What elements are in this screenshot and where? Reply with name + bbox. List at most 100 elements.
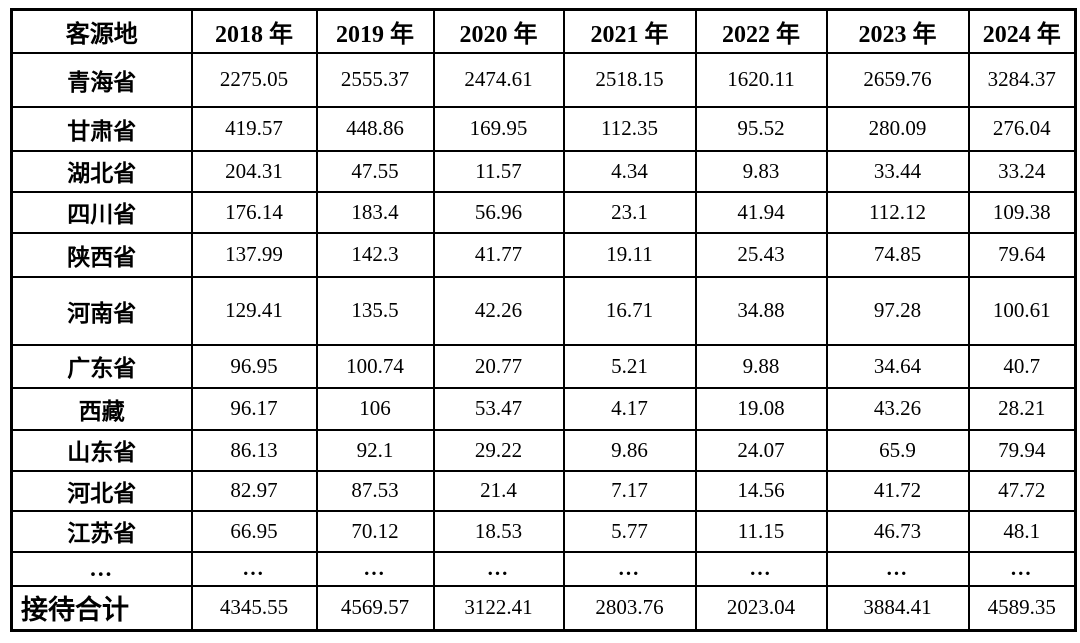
- value-cell: 23.1: [562, 190, 697, 234]
- value-cell: 48.1: [967, 509, 1077, 553]
- value-cell: 112.35: [562, 105, 697, 152]
- value-cell: 41.72: [825, 469, 970, 512]
- value-cell: 142.3: [315, 231, 435, 278]
- value-cell: 2803.76: [562, 584, 697, 632]
- value-cell: 25.43: [694, 231, 828, 278]
- value-cell: 21.4: [432, 469, 565, 512]
- value-cell: 79.94: [967, 428, 1077, 472]
- row-label-cell: 甘肃省: [10, 105, 193, 152]
- value-cell: 97.28: [825, 275, 970, 346]
- value-cell: 56.96: [432, 190, 565, 234]
- value-cell: 34.64: [825, 343, 970, 389]
- value-cell: 112.12: [825, 190, 970, 234]
- value-cell: 96.17: [190, 386, 318, 431]
- row-label-cell: 河南省: [10, 275, 193, 346]
- value-cell: 4.17: [562, 386, 697, 431]
- table-row: 陕西省 137.99 142.3 41.77 19.11 25.43 74.85 79.64: [10, 231, 1077, 278]
- table-body: 青海省 2275.05 2555.37 2474.61 2518.15 1620.11 26…: [10, 51, 1077, 632]
- value-cell: 11.15: [694, 509, 828, 553]
- table-row: 青海省 2275.05 2555.37 2474.61 2518.15 1620.11 26…: [10, 51, 1077, 108]
- value-cell: 176.14: [190, 190, 318, 234]
- table-row: 甘肃省 419.57 448.86 169.95 112.35 95.52 280.09 27…: [10, 105, 1077, 152]
- row-label-cell: 陕西省: [10, 231, 193, 278]
- value-cell: 276.04: [967, 105, 1077, 152]
- ellipsis-row: ........................: [10, 550, 1077, 587]
- value-cell: 53.47: [432, 386, 565, 431]
- value-cell: 16.71: [562, 275, 697, 346]
- value-cell: ...: [562, 550, 697, 587]
- value-cell: 47.72: [967, 469, 1077, 512]
- value-cell: 66.95: [190, 509, 318, 553]
- value-cell: 9.83: [694, 149, 828, 193]
- value-cell: 135.5: [315, 275, 435, 346]
- header-cell-year: 2021 年: [562, 8, 697, 54]
- row-label-cell: 接待合计: [10, 584, 193, 632]
- value-cell: ...: [967, 550, 1077, 587]
- header-cell-origin: 客源地: [10, 8, 193, 54]
- row-label-cell: 湖北省: [10, 149, 193, 193]
- row-label-cell: 江苏省: [10, 509, 193, 553]
- value-cell: 109.38: [967, 190, 1077, 234]
- value-cell: 24.07: [694, 428, 828, 472]
- row-label-cell: 山东省: [10, 428, 193, 472]
- value-cell: 11.57: [432, 149, 565, 193]
- value-cell: 3884.41: [825, 584, 970, 632]
- value-cell: 29.22: [432, 428, 565, 472]
- value-cell: 95.52: [694, 105, 828, 152]
- header-cell-year: 2024 年: [967, 8, 1077, 54]
- header-cell-year: 2020 年: [432, 8, 565, 54]
- value-cell: 34.88: [694, 275, 828, 346]
- value-cell: 96.95: [190, 343, 318, 389]
- value-cell: ...: [825, 550, 970, 587]
- value-cell: 4345.55: [190, 584, 318, 632]
- value-cell: 2023.04: [694, 584, 828, 632]
- value-cell: 4.34: [562, 149, 697, 193]
- value-cell: 2518.15: [562, 51, 697, 108]
- value-cell: 183.4: [315, 190, 435, 234]
- value-cell: 137.99: [190, 231, 318, 278]
- value-cell: 19.08: [694, 386, 828, 431]
- header-cell-year: 2019 年: [315, 8, 435, 54]
- value-cell: 33.24: [967, 149, 1077, 193]
- value-cell: 47.55: [315, 149, 435, 193]
- value-cell: 18.53: [432, 509, 565, 553]
- value-cell: 87.53: [315, 469, 435, 512]
- value-cell: 2555.37: [315, 51, 435, 108]
- value-cell: 280.09: [825, 105, 970, 152]
- table-row: 四川省 176.14 183.4 56.96 23.1 41.94 112.12 109.38: [10, 190, 1077, 234]
- value-cell: 7.17: [562, 469, 697, 512]
- value-cell: 41.94: [694, 190, 828, 234]
- value-cell: 42.26: [432, 275, 565, 346]
- value-cell: 65.9: [825, 428, 970, 472]
- value-cell: 100.61: [967, 275, 1077, 346]
- row-label-cell: 西藏: [10, 386, 193, 431]
- row-label-cell: 河北省: [10, 469, 193, 512]
- value-cell: 106: [315, 386, 435, 431]
- value-cell: 169.95: [432, 105, 565, 152]
- value-cell: 448.86: [315, 105, 435, 152]
- value-cell: 43.26: [825, 386, 970, 431]
- value-cell: 4589.35: [967, 584, 1077, 632]
- row-label-cell: ...: [10, 550, 193, 587]
- value-cell: 46.73: [825, 509, 970, 553]
- value-cell: 9.88: [694, 343, 828, 389]
- value-cell: 1620.11: [694, 51, 828, 108]
- value-cell: 40.7: [967, 343, 1077, 389]
- value-cell: 14.56: [694, 469, 828, 512]
- value-cell: 3122.41: [432, 584, 565, 632]
- value-cell: 2659.76: [825, 51, 970, 108]
- value-cell: 33.44: [825, 149, 970, 193]
- table-row: 湖北省 204.31 47.55 11.57 4.34 9.83 33.44 33.24: [10, 149, 1077, 193]
- value-cell: 19.11: [562, 231, 697, 278]
- value-cell: 79.64: [967, 231, 1077, 278]
- value-cell: 70.12: [315, 509, 435, 553]
- table-row: 河南省 129.41 135.5 42.26 16.71 34.88 97.28 100.61: [10, 275, 1077, 346]
- value-cell: ...: [315, 550, 435, 587]
- total-row: 接待合计 4345.55 4569.57 3122.41 2803.76 2023.04 3…: [10, 584, 1077, 632]
- table-row: 河北省 82.97 87.53 21.4 7.17 14.56 41.72 47.72: [10, 469, 1077, 512]
- value-cell: 419.57: [190, 105, 318, 152]
